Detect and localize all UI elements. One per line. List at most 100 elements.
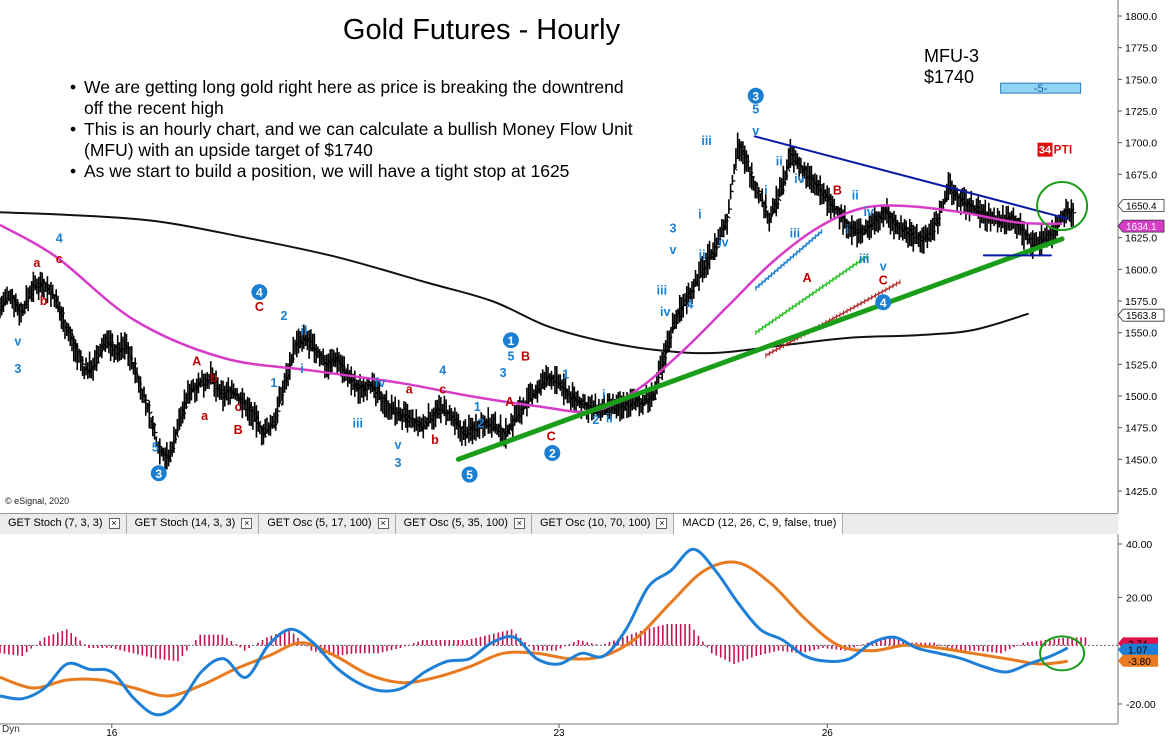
wave-circle-label: 3 <box>752 89 759 103</box>
price-bar <box>729 183 734 200</box>
price-bar <box>153 422 158 440</box>
price-bar <box>276 396 281 424</box>
wave-target-box <box>1000 82 1082 94</box>
x-tick-label: 23 <box>553 728 565 739</box>
price-value-tag-label: 1650.4 <box>1126 201 1157 212</box>
dyn-label: Dyn <box>2 724 20 735</box>
y-tick-label: 1500.0 <box>1125 391 1157 403</box>
wave-label: B <box>234 423 243 437</box>
wave-label: 1 <box>474 400 481 414</box>
price-bar-close <box>719 235 724 238</box>
price-bar-close <box>82 362 86 366</box>
indicator-tab[interactable]: GET Osc (10, 70, 100) × <box>532 514 675 535</box>
wave-circle: 3 <box>150 465 167 482</box>
chart-background <box>0 0 1171 513</box>
macd-y-tick-label: 20.00 <box>1126 592 1152 604</box>
price-bar <box>257 410 262 432</box>
note-bullet: • <box>70 77 77 97</box>
note-text: (MFU) with an upside target of $1740 <box>84 140 373 160</box>
wave-label: a <box>33 256 41 270</box>
wave-circle: 3 <box>747 87 764 104</box>
wave-circle-badge <box>461 466 478 483</box>
wave-label: i <box>764 184 767 198</box>
wave-label: iv <box>718 236 728 250</box>
black-moving-average <box>0 211 1029 355</box>
wave-label: C <box>255 300 264 314</box>
close-icon[interactable]: × <box>513 518 525 529</box>
wave-circle-badge <box>251 284 268 301</box>
macd-signal-line <box>0 560 1068 698</box>
wave-label: B <box>521 350 530 364</box>
close-icon[interactable]: × <box>377 518 389 529</box>
close-icon[interactable]: × <box>241 518 253 529</box>
price-value-tag: 1563.8 <box>1117 308 1165 322</box>
x-tick-label: 16 <box>106 728 118 739</box>
source-credit: © eSignal, 2020 <box>5 496 70 506</box>
wave-label: v <box>752 124 759 138</box>
wave-label: B <box>833 184 842 198</box>
indicator-tab-label: MACD (12, 26, C, 9, false, true) <box>682 517 837 529</box>
wave-circle: 4 <box>251 284 268 301</box>
note-line: • We are getting long gold right here as … <box>70 77 633 98</box>
y-tick-label: 1625.0 <box>1125 233 1157 245</box>
wave-label: a <box>201 409 209 423</box>
indicator-tab[interactable]: MACD (12, 26, C, 9, false, true) <box>674 514 844 535</box>
indicator-tab[interactable]: GET Osc (5, 17, 100) × <box>259 514 396 535</box>
wave-label: 5 <box>507 350 514 364</box>
macd-value-tag: 1.07 <box>1118 643 1158 657</box>
macd-value-tag-label: -3.80 <box>1128 657 1151 668</box>
price-bar-close <box>148 411 153 415</box>
x-tick-label: 26 <box>822 728 834 739</box>
y-tick-label: 1525.0 <box>1125 359 1157 371</box>
wave-label: C <box>879 274 888 288</box>
price-bar-close <box>277 410 281 412</box>
price-value-tag-label: 1563.8 <box>1126 311 1157 322</box>
wave-label: ii <box>606 412 613 426</box>
wave-label: 3 <box>14 362 21 376</box>
mfu-target: MFU-3 $1740 <box>924 46 979 88</box>
price-bar-close <box>293 352 297 355</box>
price-bar <box>750 162 755 190</box>
wave-label: A <box>192 355 201 369</box>
wave-label: b <box>40 294 48 308</box>
price-chart: 1800.0 1775.0 1750.0 1725.0 1700.0 1675.0 1650… <box>0 0 1171 513</box>
wave-label: i <box>300 362 303 376</box>
indicator-tab[interactable]: GET Osc (5, 35, 100) × <box>396 514 532 535</box>
y-tick-label: 1475.0 <box>1125 423 1157 435</box>
close-icon[interactable]: × <box>656 518 668 529</box>
indicator-tab[interactable]: GET Stoch (14, 3, 3) × <box>127 514 260 535</box>
wave-label: ii <box>852 189 859 203</box>
close-icon[interactable]: × <box>108 518 120 529</box>
price-bar-close <box>728 208 732 210</box>
y-tick-label: 1675.0 <box>1125 169 1157 181</box>
indicator-tab-bar: GET Stoch (7, 3, 3) × GET Stoch (14, 3, 3)… <box>0 513 1118 536</box>
wave-label: A <box>505 395 514 409</box>
wave-label: c <box>235 400 242 414</box>
price-bar-close <box>730 190 734 193</box>
price-bar <box>81 356 86 376</box>
wave-label: v <box>670 243 677 257</box>
note-bullet: • <box>70 119 77 139</box>
wave-circle-badge <box>747 87 764 104</box>
price-bar <box>733 163 738 175</box>
note-text: We are getting long gold right here as p… <box>84 77 624 97</box>
macd-line <box>0 547 1069 717</box>
wave-label: 1 <box>562 367 569 381</box>
price-value-tag-box <box>1117 219 1165 233</box>
wave-label: iv <box>660 305 670 319</box>
wave-label: i <box>602 388 605 402</box>
price-bar <box>757 186 763 204</box>
wave-label: i <box>846 223 849 237</box>
indicator-tab-label: GET Stoch (7, 3, 3) <box>8 517 103 529</box>
wave-label: 4 <box>56 232 63 246</box>
macd-value-tag-label: 1.07 <box>1128 646 1148 657</box>
wave-label: v <box>880 260 887 274</box>
wave-circle-badge <box>544 445 561 461</box>
projection-line <box>755 230 823 289</box>
price-bar-close <box>777 197 782 202</box>
wave-label: iii <box>701 134 711 148</box>
chart-title: Gold Futures - Hourly <box>342 14 621 46</box>
wave-label: 3 <box>670 222 677 236</box>
wave-label: ii <box>699 248 706 262</box>
indicator-tab[interactable]: GET Stoch (7, 3, 3) × <box>0 514 127 535</box>
